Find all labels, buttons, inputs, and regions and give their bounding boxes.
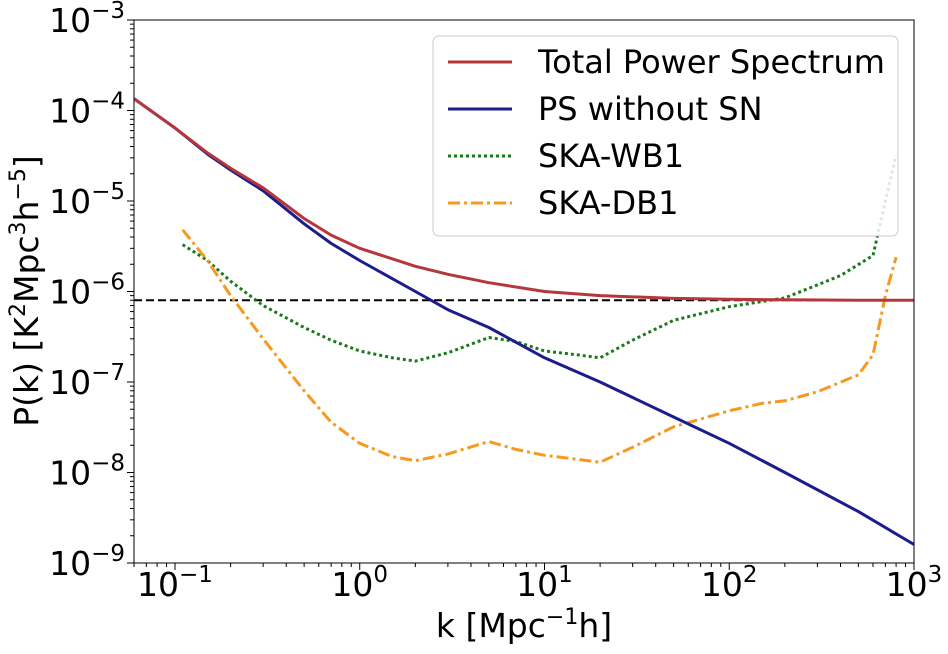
series-total-power-spectrum — [134, 97, 914, 302]
legend-label-ska-db1: SKA-DB1 — [538, 184, 678, 222]
legend-box — [432, 35, 899, 237]
legend: Total Power Spectrum PS without SN SKA-W… — [432, 35, 899, 237]
x-tick-label: 10−1 — [137, 562, 213, 604]
y-tick-label: 10−9 — [49, 541, 125, 583]
minor-ticks — [130, 23, 907, 567]
y-tick-label: 10−3 — [49, 0, 125, 40]
y-tick-label: 10−4 — [49, 89, 125, 131]
legend-label-total: Total Power Spectrum — [537, 43, 885, 81]
legend-label-ska-wb1: SKA-WB1 — [538, 137, 684, 175]
x-tick-label: 100 — [331, 562, 388, 604]
x-axis-title: k [Mpc−1h] — [436, 605, 612, 645]
x-tick-label: 103 — [886, 562, 943, 604]
y-axis-title: P(k) [K2Mpc3h−5] — [6, 155, 46, 427]
series-ska-wb1 — [181, 154, 898, 363]
y-tick-label: 10−6 — [49, 270, 125, 312]
tick-labels: 10−1 100 101 102 103 10−9 10−8 10−7 10−6 10−5 10−4… — [49, 0, 942, 604]
x-tick-label: 102 — [701, 562, 758, 604]
y-tick-label: 10−8 — [49, 451, 125, 493]
legend-label-no-sn: PS without SN — [538, 90, 763, 128]
x-tick-label: 101 — [516, 562, 573, 604]
major-ticks — [127, 19, 915, 570]
plot-lines — [134, 97, 914, 546]
series-ska-db1 — [181, 228, 898, 464]
y-tick-label: 10−7 — [49, 360, 125, 402]
plot-frame — [133, 19, 915, 564]
y-tick-label: 10−5 — [49, 179, 125, 221]
